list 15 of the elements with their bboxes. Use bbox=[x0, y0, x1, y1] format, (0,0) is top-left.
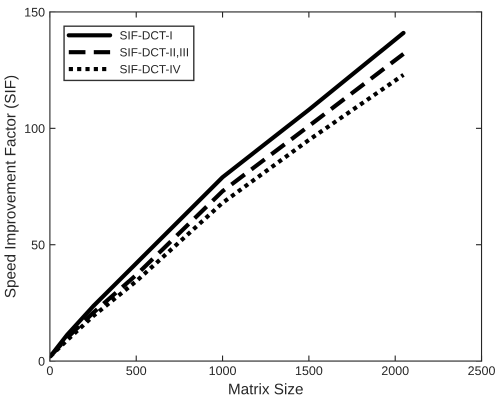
x-tick-label: 0 bbox=[46, 366, 53, 376]
legend-label: SIF-DCT-IV bbox=[120, 64, 180, 74]
x-tick-label: 2500 bbox=[468, 366, 495, 376]
x-axis-title: Matrix Size bbox=[229, 383, 303, 394]
x-tick-label: 2000 bbox=[382, 366, 409, 376]
x-tick-label: 500 bbox=[126, 366, 146, 376]
x-tick-label: 1500 bbox=[296, 366, 322, 376]
y-tick-label: 0 bbox=[38, 356, 45, 366]
y-tick-label: 150 bbox=[25, 8, 45, 17]
legend-label: SIF-DCT-II,III bbox=[120, 48, 188, 58]
x-tick-label: 1000 bbox=[210, 366, 236, 376]
y-axis-title: Speed Improvement Factor (SIF) bbox=[4, 76, 19, 298]
legend-label: SIF-DCT-I bbox=[120, 31, 172, 40]
y-tick-label: 100 bbox=[25, 124, 45, 133]
y-tick-label: 50 bbox=[32, 240, 45, 250]
